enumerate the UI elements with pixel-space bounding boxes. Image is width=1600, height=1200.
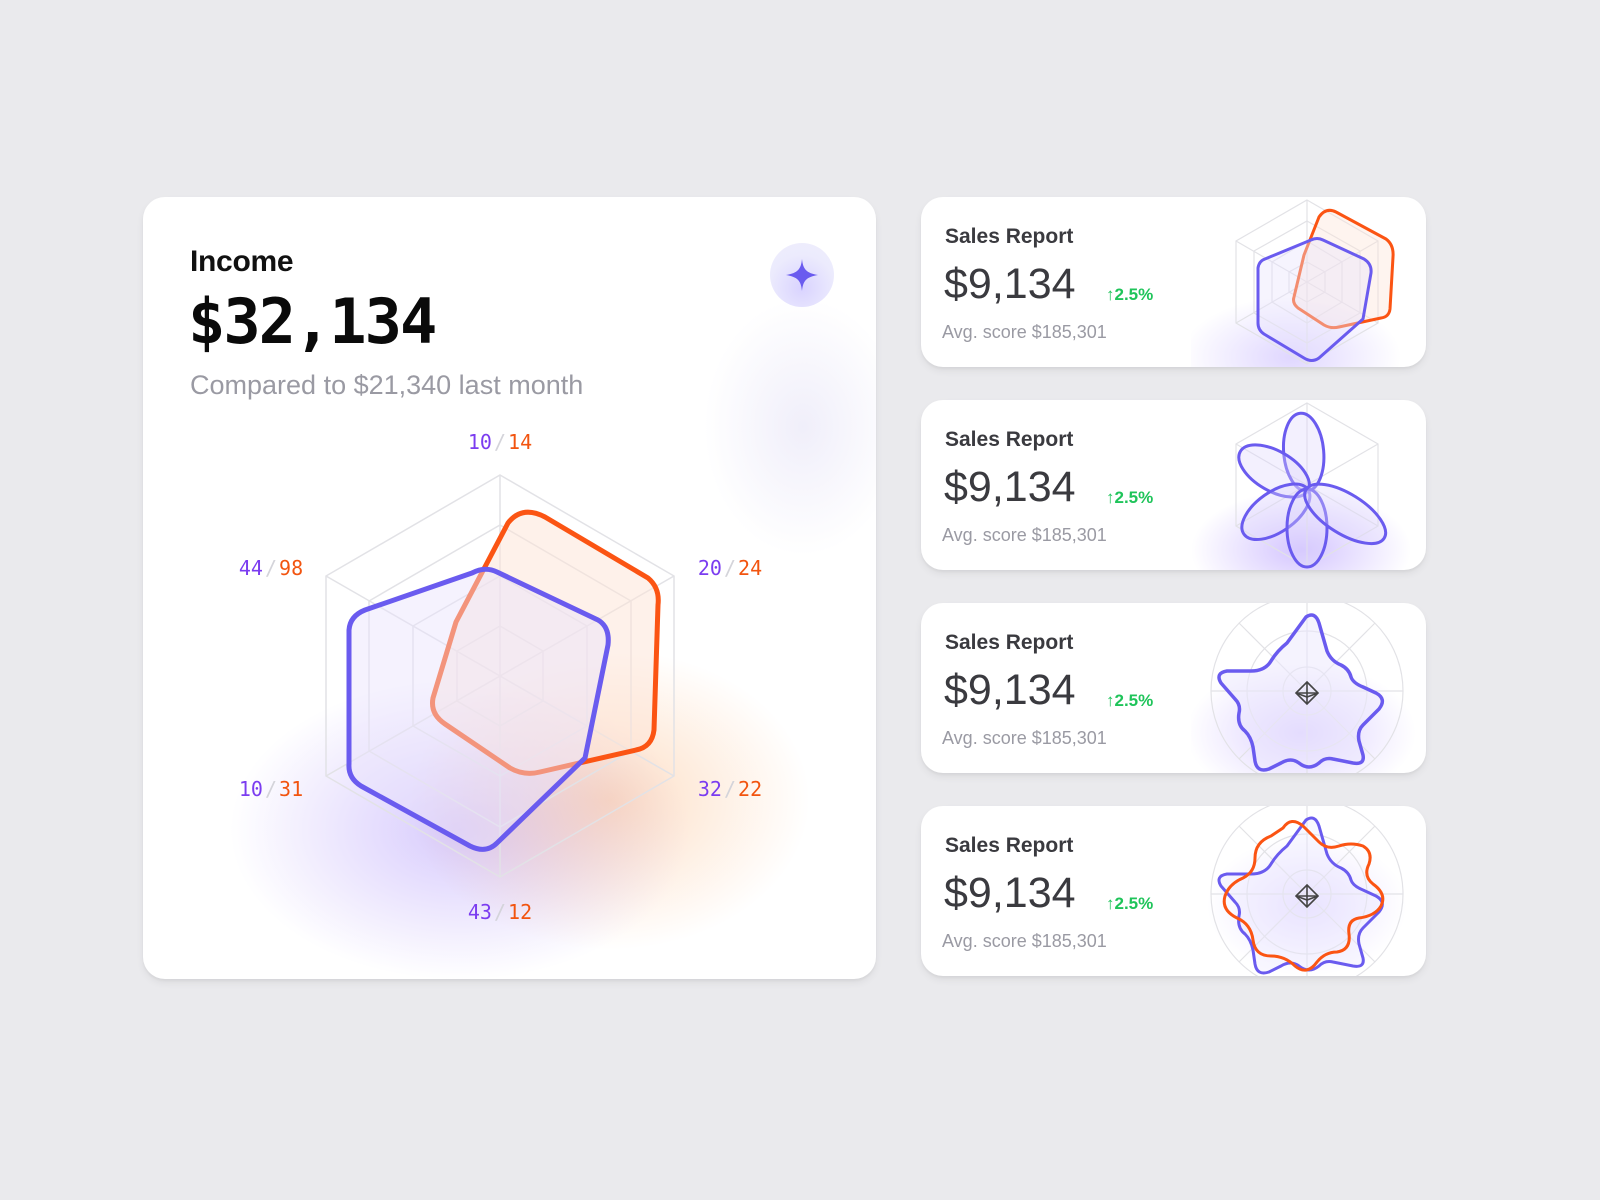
sparkle-icon xyxy=(786,259,818,291)
series-b-shape xyxy=(430,509,661,776)
sales-report-card-2[interactable]: Sales Report $9,134 ↑2.5% Avg. score $18… xyxy=(921,400,1426,570)
sparkle-button[interactable] xyxy=(770,243,834,307)
wave-polar-chart xyxy=(1207,806,1407,976)
avg-score: Avg. score $185,301 xyxy=(942,931,1107,951)
card-title: Sales Report xyxy=(945,834,1074,857)
star-polar-chart xyxy=(1191,603,1416,773)
income-comparison: Compared to $21,340 last month xyxy=(190,370,584,400)
diamond-logo-icon xyxy=(1294,680,1320,706)
card-value: $9,134 xyxy=(944,463,1076,511)
axis-label-top: 10/14 xyxy=(467,430,533,454)
card-title: Sales Report xyxy=(945,631,1074,654)
change-badge: ↑2.5% xyxy=(1106,894,1154,913)
sales-report-card-3[interactable]: Sales Report $9,134 ↑2.5% Avg. score $18… xyxy=(921,603,1426,773)
card-title: Sales Report xyxy=(945,428,1074,451)
card-title: Sales Report xyxy=(945,225,1074,248)
sales-report-card-4[interactable]: Sales Report $9,134 ↑2.5% Avg. score $18… xyxy=(921,806,1426,976)
income-radar-chart xyxy=(230,474,810,979)
series-a-shape xyxy=(346,566,611,852)
income-card: Income $32,134 Compared to $21,340 last … xyxy=(143,197,876,979)
hexagon-radar-chart xyxy=(1191,199,1401,367)
avg-score: Avg. score $185,301 xyxy=(942,728,1107,748)
income-title: Income xyxy=(190,245,294,278)
axis-label-lower-left: 10/31 xyxy=(238,777,304,801)
change-badge: ↑2.5% xyxy=(1106,691,1154,710)
avg-score: Avg. score $185,301 xyxy=(942,525,1107,545)
axis-label-lower-right: 32/22 xyxy=(697,777,763,801)
sales-report-card-1[interactable]: Sales Report $9,134 ↑2.5% Avg. score $18… xyxy=(921,197,1426,367)
card-value: $9,134 xyxy=(944,869,1076,917)
change-badge: ↑2.5% xyxy=(1106,488,1154,507)
axis-label-upper-left: 44/98 xyxy=(238,556,304,580)
card-value: $9,134 xyxy=(944,260,1076,308)
diamond-logo-icon xyxy=(1294,883,1320,909)
axis-label-bottom: 43/12 xyxy=(467,900,533,924)
decorative-glow xyxy=(703,297,876,557)
avg-score: Avg. score $185,301 xyxy=(942,322,1107,342)
change-badge: ↑2.5% xyxy=(1106,285,1154,304)
card-value: $9,134 xyxy=(944,666,1076,714)
petal-radar-chart xyxy=(1191,402,1411,570)
axis-label-upper-right: 20/24 xyxy=(697,556,763,580)
income-value: $32,134 xyxy=(188,285,437,358)
